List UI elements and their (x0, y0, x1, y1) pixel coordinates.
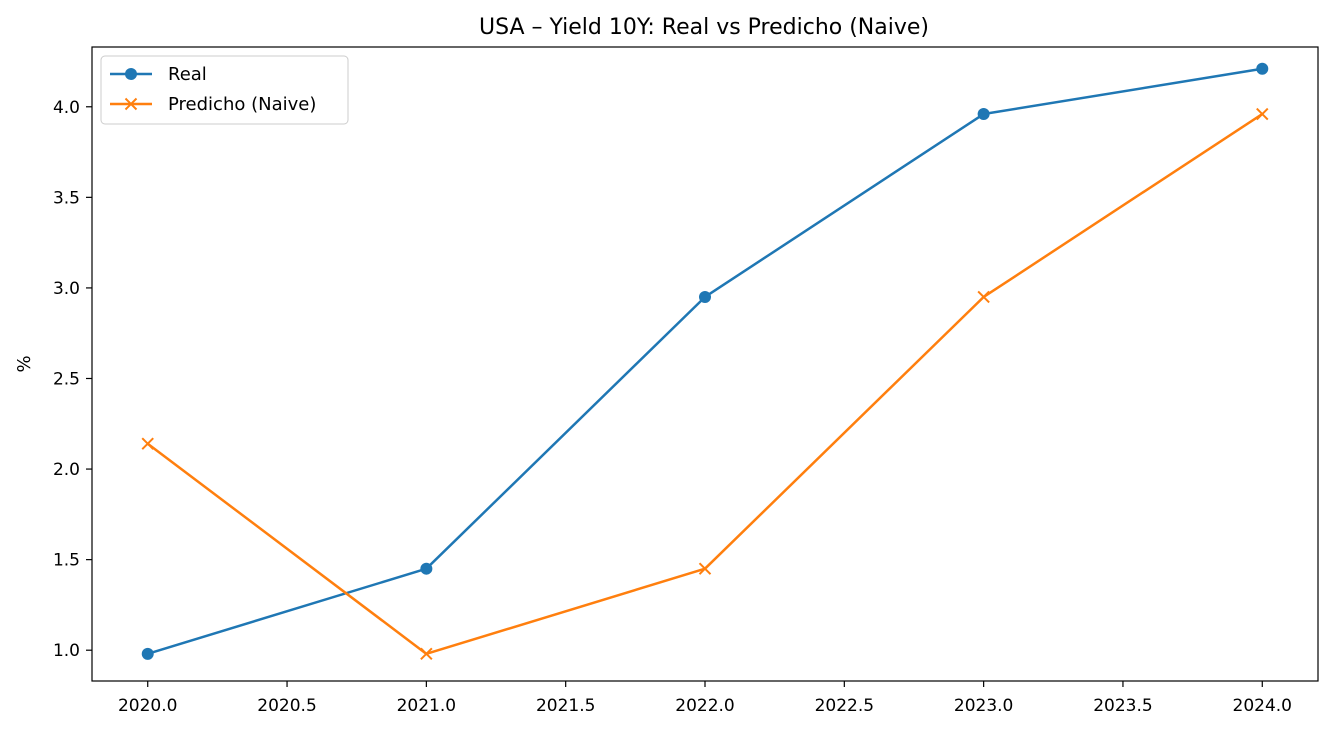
y-tick-label: 4.0 (53, 98, 80, 118)
legend-item: Predicho (Naive) (110, 94, 316, 115)
series-predicho (141, 107, 1269, 661)
y-axis: 1.0 1.5 2.0 2.5 3.0 3.5 4.0 (53, 98, 92, 661)
x-tick-label: 2023.0 (954, 696, 1013, 716)
legend-label: Real (168, 64, 207, 85)
series-line (147, 67, 1263, 656)
x-tick-label: 2024.0 (1233, 696, 1292, 716)
data-point (420, 647, 433, 661)
y-tick-label: 1.0 (53, 641, 80, 661)
y-tick-label: 3.0 (53, 279, 80, 299)
data-point (420, 562, 433, 575)
x-tick-label: 2022.5 (815, 696, 874, 716)
series-layer (141, 62, 1269, 661)
chart-title: USA – Yield 10Y: Real vs Predicho (Naive… (479, 15, 929, 40)
x-tick-label: 2021.5 (536, 696, 595, 716)
series-real (141, 62, 1269, 660)
x-tick-label: 2023.5 (1093, 696, 1152, 716)
data-point (1256, 107, 1269, 121)
x-tick-label: 2022.0 (675, 696, 734, 716)
plot-area (91, 46, 1319, 682)
x-tick-label: 2020.5 (257, 696, 316, 716)
plot-frame (91, 46, 1319, 682)
legend: Real Predicho (Naive) (100, 55, 349, 125)
x-axis: 2020.0 2020.5 2021.0 2021.5 2022.0 2022.5 2023… (118, 681, 1292, 716)
data-point (698, 562, 712, 575)
legend-box (100, 55, 349, 125)
legend-label: Predicho (Naive) (168, 94, 316, 115)
series-line (146, 112, 1263, 656)
legend-item: Real (110, 64, 207, 85)
data-point (141, 647, 154, 660)
legend-marker (124, 97, 138, 111)
data-point (699, 290, 711, 303)
data-point (977, 290, 990, 304)
x-tick-label: 2021.0 (397, 696, 456, 716)
data-point (141, 437, 154, 450)
y-tick-label: 2.0 (53, 460, 80, 480)
y-tick-label: 3.5 (53, 188, 80, 208)
x-tick-label: 2020.0 (118, 696, 177, 716)
y-tick-label: 2.5 (53, 369, 80, 389)
data-point (977, 108, 990, 121)
legend-marker (125, 68, 137, 80)
y-axis-label: % (14, 355, 35, 372)
y-tick-label: 1.5 (53, 551, 80, 571)
data-point (1256, 62, 1269, 75)
